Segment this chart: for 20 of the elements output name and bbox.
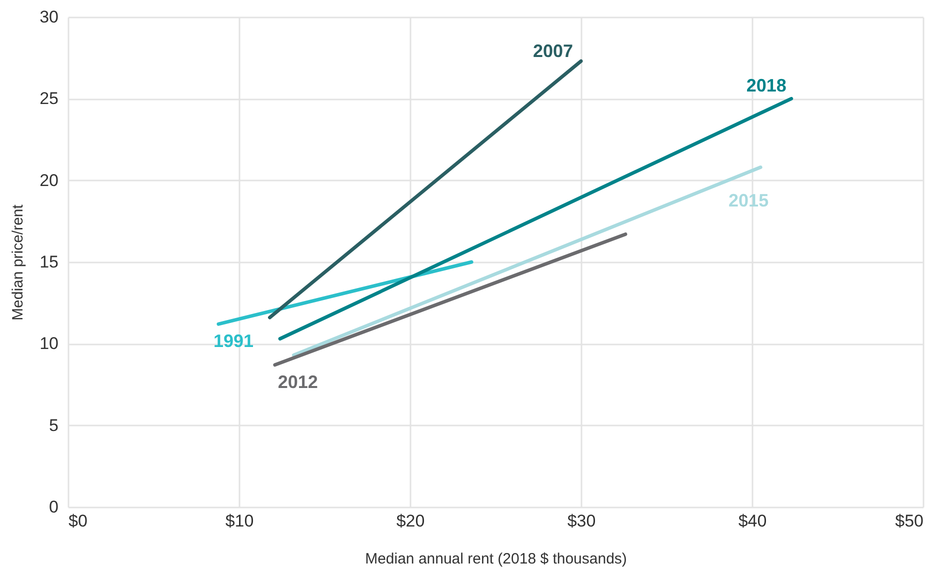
y-axis-title: Median price/rent (10, 204, 27, 320)
series-label: 1991 (213, 331, 254, 352)
x-tick-label: $50 (895, 512, 924, 530)
series-label: 2015 (728, 190, 769, 210)
series-label: 2012 (278, 372, 318, 392)
y-tick-label: 10 (40, 334, 58, 354)
x-tick-label: $30 (567, 512, 596, 530)
y-tick-label: 30 (40, 8, 58, 26)
y-tick-label: 20 (40, 170, 58, 190)
series-label: 2007 (532, 41, 574, 62)
y-tick-label: 0 (49, 498, 58, 516)
x-tick-label: $40 (738, 512, 767, 530)
x-axis-title: Median annual rent (2018 $ thousands) (365, 550, 627, 568)
x-tick-label: $20 (396, 512, 425, 530)
series-label: 2018 (746, 76, 786, 96)
y-tick-label: 5 (49, 416, 58, 435)
x-tick-label: $0 (68, 512, 88, 530)
y-tick-label: 25 (40, 89, 58, 108)
y-tick-label: 15 (40, 252, 58, 272)
x-tick-label: $10 (225, 512, 254, 530)
